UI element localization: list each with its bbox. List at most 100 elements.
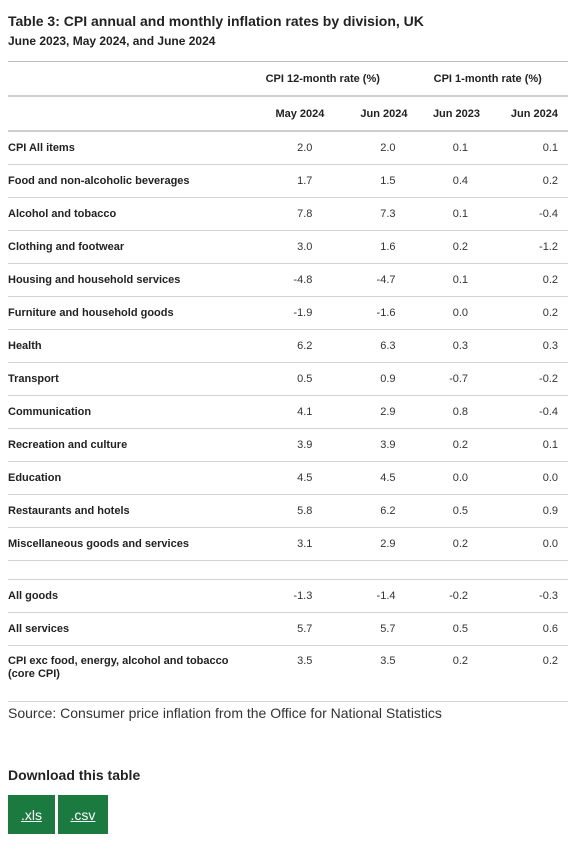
cell-value: 0.2 (407, 230, 481, 264)
cell-value: 0.2 (480, 296, 568, 330)
cpi-table: CPI 12-month rate (%) CPI 1-month rate (… (8, 61, 568, 702)
row-label: Communication (8, 395, 238, 429)
cell-value: -1.6 (324, 296, 408, 330)
cell-value: -0.7 (407, 362, 481, 396)
table-body: CPI All items 2.0 2.0 0.1 0.1 Food and non-al… (8, 131, 568, 702)
cell-value: 0.2 (407, 428, 481, 462)
row-label: Education (8, 461, 238, 495)
cell-value: 6.2 (324, 494, 408, 528)
table-row: CPI exc food, energy, alcohol and tobacc… (8, 645, 568, 702)
cell-value: 0.2 (480, 164, 568, 198)
cell-value: 2.0 (238, 131, 325, 165)
cell-value: 0.1 (407, 131, 481, 165)
cell-value: 5.7 (324, 612, 408, 646)
row-label: Restaurants and hotels (8, 494, 238, 528)
cell-value: 0.3 (407, 329, 481, 363)
col-header: Jun 2024 (324, 96, 408, 132)
cell-value: 4.5 (238, 461, 325, 495)
download-heading: Download this table (8, 767, 141, 783)
blank-header (8, 61, 238, 97)
table-row: Health 6.2 6.3 0.3 0.3 (8, 329, 568, 363)
table-row: Furniture and household goods -1.9 -1.6 0.0… (8, 296, 568, 330)
row-label: Food and non-alcoholic beverages (8, 164, 238, 198)
cell-value: 3.5 (324, 645, 408, 702)
row-label: Recreation and culture (8, 428, 238, 462)
cell-value: 0.1 (480, 428, 568, 462)
spacer-row (8, 560, 568, 580)
cell-value: 0.4 (407, 164, 481, 198)
cell-value: 0.0 (480, 461, 568, 495)
col-header: Jun 2024 (480, 96, 568, 132)
cell-value: 0.3 (480, 329, 568, 363)
cell-value: -4.8 (238, 263, 325, 297)
cell-value: 2.9 (324, 527, 408, 561)
cell-value: 0.8 (407, 395, 481, 429)
cell-value: 0.5 (238, 362, 325, 396)
cell-value: 0.5 (407, 494, 481, 528)
cell-value: 3.1 (238, 527, 325, 561)
cell-value: -0.2 (407, 579, 481, 613)
cell-value: -0.2 (480, 362, 568, 396)
table-row: Transport 0.5 0.9 -0.7 -0.2 (8, 362, 568, 396)
cell-value: -0.3 (480, 579, 568, 613)
table-row: Miscellaneous goods and services 3.1 2.9 0.… (8, 527, 568, 561)
row-label: All goods (8, 579, 238, 613)
row-label: All services (8, 612, 238, 646)
table-row: Communication 4.1 2.9 0.8 -0.4 (8, 395, 568, 429)
cell-value: 2.9 (324, 395, 408, 429)
download-buttons: .xls .csv (8, 795, 108, 834)
cell-value: 0.2 (480, 263, 568, 297)
row-label: Transport (8, 362, 238, 396)
row-label: Clothing and footwear (8, 230, 238, 264)
annual-group-header: CPI 12-month rate (%) (238, 61, 408, 97)
download-xls-button[interactable]: .xls (8, 795, 55, 834)
cell-value: 1.7 (238, 164, 325, 198)
table-row: All goods -1.3 -1.4 -0.2 -0.3 (8, 579, 568, 613)
cell-value: 0.0 (407, 461, 481, 495)
table-row: Food and non-alcoholic beverages 1.7 1.5 0.… (8, 164, 568, 198)
cell-value: 6.3 (324, 329, 408, 363)
cell-value: 1.5 (324, 164, 408, 198)
table-row: Housing and household services -4.8 -4.7 0.… (8, 263, 568, 297)
cell-value: 3.9 (238, 428, 325, 462)
cell-value: -1.3 (238, 579, 325, 613)
cell-value: 4.5 (324, 461, 408, 495)
cell-value: 0.1 (407, 197, 481, 231)
cell-value: 0.2 (480, 645, 568, 702)
cell-value: 3.5 (238, 645, 325, 702)
cell-value: 5.8 (238, 494, 325, 528)
cell-value: -0.4 (480, 197, 568, 231)
row-label: Alcohol and tobacco (8, 197, 238, 231)
cell-value: 0.0 (407, 296, 481, 330)
spacer-cell (8, 560, 568, 580)
table-row: Education 4.5 4.5 0.0 0.0 (8, 461, 568, 495)
cell-value: 0.2 (407, 527, 481, 561)
cell-value: 2.0 (324, 131, 408, 165)
cell-value: -1.9 (238, 296, 325, 330)
source-note: Source: Consumer price inflation from th… (8, 705, 442, 721)
row-label: CPI exc food, energy, alcohol and tobacc… (8, 645, 238, 702)
cell-value: 3.9 (324, 428, 408, 462)
cell-value: -1.2 (480, 230, 568, 264)
download-csv-button[interactable]: .csv (58, 795, 108, 834)
cell-value: -4.7 (324, 263, 408, 297)
cell-value: 7.3 (324, 197, 408, 231)
table-title: Table 3: CPI annual and monthly inflatio… (8, 13, 424, 29)
table-row: Alcohol and tobacco 7.8 7.3 0.1 -0.4 (8, 197, 568, 231)
row-label: Furniture and household goods (8, 296, 238, 330)
column-header-row: May 2024 Jun 2024 Jun 2023 Jun 2024 (8, 96, 568, 132)
table-row: Restaurants and hotels 5.8 6.2 0.5 0.9 (8, 494, 568, 528)
cell-value: 0.2 (407, 645, 481, 702)
monthly-group-header: CPI 1-month rate (%) (407, 61, 568, 97)
row-label: Housing and household services (8, 263, 238, 297)
cell-value: 6.2 (238, 329, 325, 363)
row-label: Health (8, 329, 238, 363)
cell-value: 0.9 (480, 494, 568, 528)
cell-value: 0.9 (324, 362, 408, 396)
row-label: Miscellaneous goods and services (8, 527, 238, 561)
group-header-row: CPI 12-month rate (%) CPI 1-month rate (… (8, 61, 568, 97)
cell-value: 0.1 (480, 131, 568, 165)
table-row: Clothing and footwear 3.0 1.6 0.2 -1.2 (8, 230, 568, 264)
cell-value: 4.1 (238, 395, 325, 429)
cell-value: 0.6 (480, 612, 568, 646)
